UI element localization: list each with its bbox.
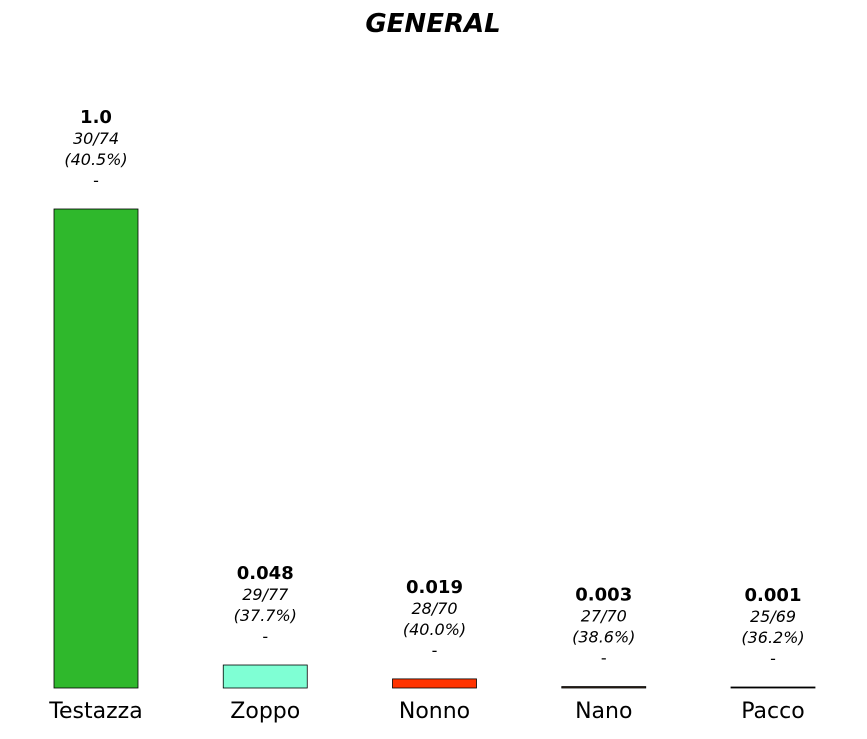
tick-label-pacco: Pacco — [741, 699, 804, 724]
bar-testazza — [53, 208, 139, 689]
percent-label-zoppo: (37.7%) — [234, 606, 297, 625]
percent-label-testazza: (40.5%) — [64, 150, 127, 169]
percent-label-nonno: (40.0%) — [403, 620, 466, 639]
tick-label-testazza: Testazza — [48, 699, 142, 724]
value-label-testazza: 1.0 — [80, 107, 112, 128]
ratio-label-zoppo: 29/77 — [242, 585, 289, 604]
value-label-pacco: 0.001 — [745, 585, 802, 606]
ratio-label-nano: 27/70 — [581, 607, 627, 626]
extra-label-zoppo: - — [262, 627, 268, 646]
ratio-label-pacco: 25/69 — [750, 607, 796, 626]
percent-label-pacco: (36.2%) — [741, 628, 804, 647]
tick-label-nonno: Nonno — [399, 699, 470, 724]
extra-label-pacco: - — [770, 649, 776, 668]
tick-label-zoppo: Zoppo — [230, 699, 300, 724]
value-label-zoppo: 0.048 — [237, 563, 294, 584]
ratio-label-nonno: 28/70 — [411, 599, 457, 618]
bar-pacco — [730, 686, 816, 689]
bars-layer — [53, 208, 816, 689]
bar-nano — [561, 686, 647, 689]
bar-zoppo — [222, 664, 308, 689]
tick-label-nano: Nano — [575, 699, 632, 724]
ratio-label-testazza: 30/74 — [73, 129, 119, 148]
extra-label-testazza: - — [93, 171, 99, 190]
value-label-nano: 0.003 — [575, 585, 632, 606]
extra-label-nonno: - — [432, 641, 438, 660]
extra-label-nano: - — [601, 649, 607, 668]
chart-title: GENERAL — [365, 9, 500, 39]
bar-nonno — [392, 678, 477, 689]
percent-label-nano: (38.6%) — [572, 628, 635, 647]
value-label-nonno: 0.019 — [406, 577, 463, 598]
